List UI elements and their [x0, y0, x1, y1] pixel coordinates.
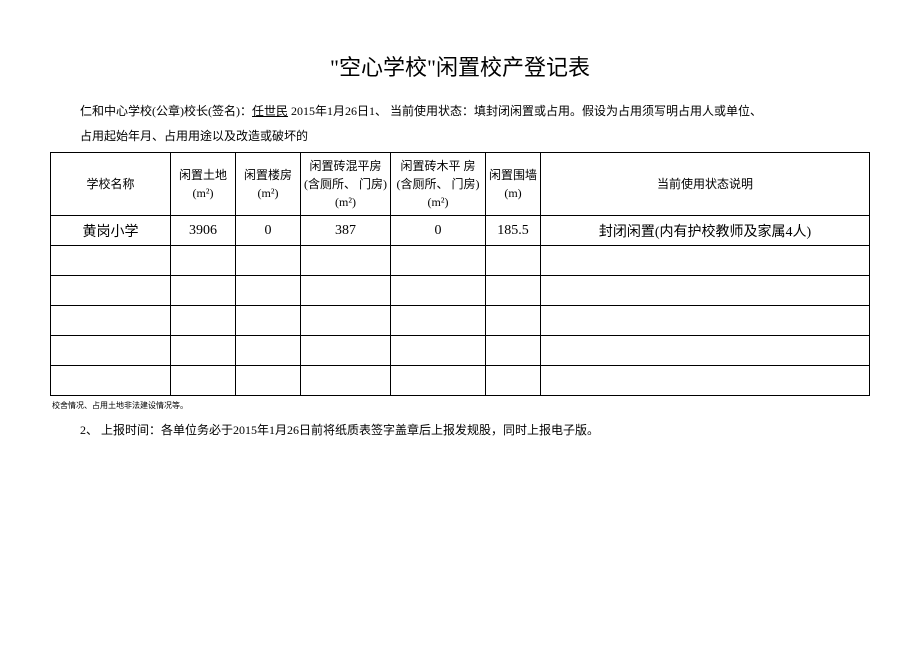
header-brick-wood: 闲置砖木平 房(含厕所、 门房)(m²): [391, 153, 486, 216]
table-header-row: 学校名称 闲置土地(m²) 闲置楼房(m²) 闲置砖混平房(含厕所、 门房)(m…: [51, 153, 870, 216]
table-row: [51, 336, 870, 366]
principal-name: 任世民: [252, 104, 288, 118]
header-building: 闲置楼房(m²): [236, 153, 301, 216]
header-line-2: 占用起始年月、占用用途以及改造或破坏的: [50, 127, 870, 146]
table-row: [51, 246, 870, 276]
header-brick-concrete: 闲置砖混平房(含厕所、 门房)(m²): [301, 153, 391, 216]
header-land: 闲置土地(m²): [171, 153, 236, 216]
header-status: 当前使用状态说明: [541, 153, 870, 216]
table-row: [51, 306, 870, 336]
footer-text: 2、 上报时间：各单位务必于2015年1月26日前将纸质表签字盖章后上报发规股，…: [50, 421, 870, 438]
cell-land: 3906: [171, 216, 236, 246]
footer-small-note: 校舍情况、占用土地非法建设情况等。: [50, 400, 870, 411]
cell-school: 黄岗小学: [51, 216, 171, 246]
cell-building: 0: [236, 216, 301, 246]
cell-status: 封闭闲置(内有护校教师及家属4人): [541, 216, 870, 246]
header-school: 学校名称: [51, 153, 171, 216]
document-title: "空心学校"闲置校产登记表: [50, 50, 870, 82]
cell-wall: 185.5: [486, 216, 541, 246]
header-wall: 闲置围墙(m): [486, 153, 541, 216]
header-prefix: 仁和中心学校(公章)校长(签名)：: [80, 104, 252, 118]
cell-brick-wood: 0: [391, 216, 486, 246]
header-middle: 2015年1月26日1、 当前使用状态：填封闭闲置或占用。假设为占用须写明占用人…: [288, 104, 762, 118]
header-line-1: 仁和中心学校(公章)校长(签名)：任世民 2015年1月26日1、 当前使用状态…: [50, 102, 870, 121]
table-body: 黄岗小学 3906 0 387 0 185.5 封闭闲置(内有护校教师及家属4人…: [51, 216, 870, 396]
registration-table: 学校名称 闲置土地(m²) 闲置楼房(m²) 闲置砖混平房(含厕所、 门房)(m…: [50, 152, 870, 396]
cell-brick-concrete: 387: [301, 216, 391, 246]
table-row: 黄岗小学 3906 0 387 0 185.5 封闭闲置(内有护校教师及家属4人…: [51, 216, 870, 246]
table-row: [51, 276, 870, 306]
table-row: [51, 366, 870, 396]
